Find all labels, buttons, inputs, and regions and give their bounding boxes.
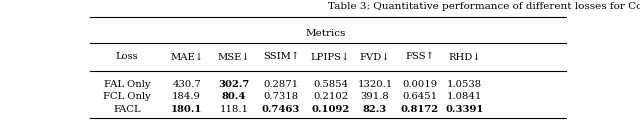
- Text: 1.0841: 1.0841: [447, 92, 482, 101]
- Text: 302.7: 302.7: [218, 80, 250, 89]
- Text: LPIPS↓: LPIPS↓: [311, 52, 350, 61]
- Text: 82.3: 82.3: [363, 105, 387, 114]
- Text: 118.1: 118.1: [220, 105, 248, 114]
- Text: MAE↓: MAE↓: [170, 52, 204, 61]
- Text: 0.5854: 0.5854: [313, 80, 348, 89]
- Text: 180.1: 180.1: [171, 105, 202, 114]
- Text: 0.7463: 0.7463: [262, 105, 300, 114]
- Text: 391.8: 391.8: [361, 92, 390, 101]
- Text: 0.8172: 0.8172: [401, 105, 439, 114]
- Text: 80.4: 80.4: [221, 92, 246, 101]
- Text: 0.0019: 0.0019: [402, 80, 437, 89]
- Text: FVD↓: FVD↓: [360, 52, 390, 61]
- Text: FSS↑: FSS↑: [405, 52, 435, 61]
- Text: SSIM↑: SSIM↑: [263, 52, 299, 61]
- Text: 0.6451: 0.6451: [402, 92, 437, 101]
- Text: 0.1092: 0.1092: [311, 105, 349, 114]
- Text: 1320.1: 1320.1: [358, 80, 393, 89]
- Text: 430.7: 430.7: [172, 80, 201, 89]
- Text: RHD↓: RHD↓: [448, 52, 481, 61]
- Text: 0.2102: 0.2102: [313, 92, 348, 101]
- Text: FACL: FACL: [113, 105, 141, 114]
- Text: Table 3: Quantitative performance of different losses for ConvLSTM on Stochastic: Table 3: Quantitative performance of dif…: [328, 2, 640, 11]
- Text: 1.0538: 1.0538: [447, 80, 482, 89]
- Text: 0.2871: 0.2871: [263, 80, 298, 89]
- Text: FCL Only: FCL Only: [103, 92, 151, 101]
- Text: FAL Only: FAL Only: [104, 80, 150, 89]
- Text: Loss: Loss: [116, 52, 138, 61]
- Text: MSE↓: MSE↓: [218, 52, 250, 61]
- Text: 0.7318: 0.7318: [263, 92, 298, 101]
- Text: 0.3391: 0.3391: [445, 105, 484, 114]
- Text: 184.9: 184.9: [172, 92, 201, 101]
- Text: Metrics: Metrics: [305, 29, 346, 38]
